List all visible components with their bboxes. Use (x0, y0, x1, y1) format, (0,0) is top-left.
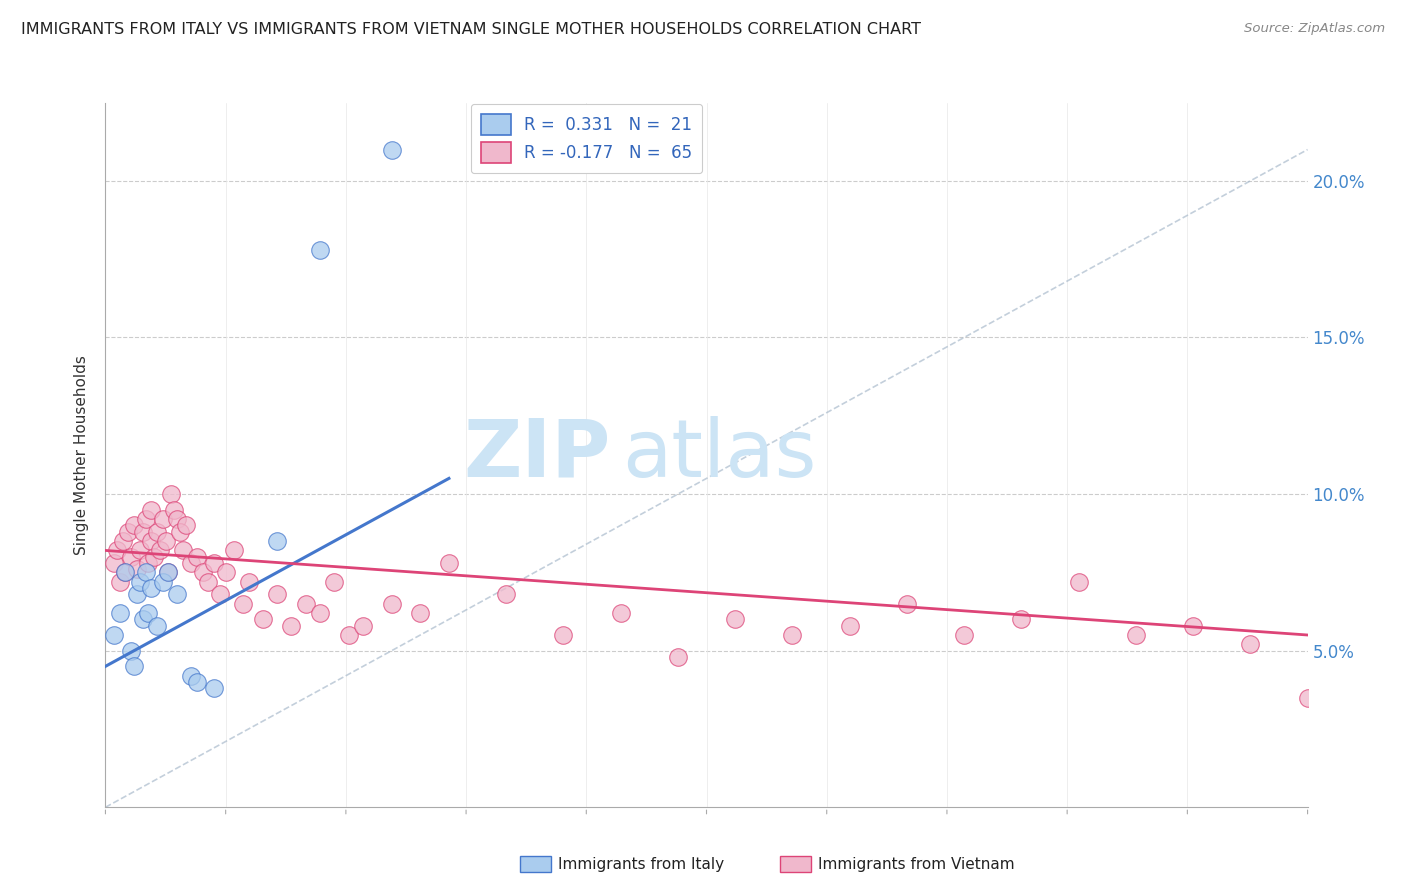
Point (122, 518, 145, 533)
Point (103, 556, 125, 570)
Point (232, 597, 254, 611)
Point (103, 628, 125, 642)
Point (724, 612, 747, 626)
Point (1125, 628, 1147, 642)
Point (135, 566, 157, 580)
Point (120, 549, 142, 564)
Point (352, 618, 374, 632)
Point (108, 574, 131, 589)
Point (174, 518, 197, 533)
Point (202, 681, 225, 696)
Point (143, 549, 166, 564)
Point (141, 502, 163, 516)
Point (108, 606, 131, 620)
Point (157, 566, 180, 580)
Point (105, 543, 128, 558)
Point (309, 243, 332, 257)
Text: atlas: atlas (623, 416, 817, 494)
Point (666, 649, 689, 664)
Point (1239, 637, 1261, 651)
Y-axis label: Single Mother Households: Single Mother Households (75, 355, 90, 555)
Point (125, 587, 148, 601)
Point (381, 143, 404, 157)
Point (266, 534, 288, 549)
Text: Immigrants from Vietnam: Immigrants from Vietnam (818, 857, 1015, 871)
Point (125, 562, 148, 576)
Point (131, 524, 153, 539)
Point (146, 524, 169, 539)
Point (122, 659, 145, 673)
Point (495, 587, 517, 601)
Point (152, 574, 174, 589)
Point (782, 628, 804, 642)
Point (295, 597, 318, 611)
Point (160, 487, 183, 501)
Point (197, 574, 219, 589)
Point (138, 606, 160, 620)
Point (114, 566, 136, 580)
Point (169, 524, 191, 539)
Point (381, 597, 404, 611)
Point (128, 543, 150, 558)
Point (238, 574, 260, 589)
Point (323, 574, 346, 589)
Point (409, 606, 432, 620)
Point (224, 543, 246, 558)
Point (202, 556, 225, 570)
Point (953, 628, 976, 642)
Point (337, 628, 360, 642)
Point (186, 675, 208, 690)
Point (172, 543, 194, 558)
Point (180, 669, 202, 683)
Point (191, 566, 214, 580)
Point (1354, 587, 1376, 601)
Point (114, 566, 136, 580)
Text: IMMIGRANTS FROM ITALY VS IMMIGRANTS FROM VIETNAM SINGLE MOTHER HOUSEHOLDS CORREL: IMMIGRANTS FROM ITALY VS IMMIGRANTS FROM… (21, 22, 921, 37)
Point (120, 643, 142, 657)
Point (609, 606, 631, 620)
Point (163, 502, 186, 516)
Point (141, 534, 163, 549)
Text: Immigrants from Italy: Immigrants from Italy (558, 857, 724, 871)
Point (166, 587, 188, 601)
Point (146, 618, 169, 632)
Point (1296, 690, 1319, 705)
Point (149, 543, 172, 558)
Point (896, 597, 918, 611)
Point (141, 581, 163, 595)
Point (208, 587, 231, 601)
Point (166, 512, 188, 526)
Point (135, 512, 157, 526)
Point (157, 566, 180, 580)
Text: Source: ZipAtlas.com: Source: ZipAtlas.com (1244, 22, 1385, 36)
Point (138, 556, 160, 570)
Point (1067, 574, 1090, 589)
Point (553, 628, 575, 642)
Text: ZIP: ZIP (463, 416, 610, 494)
Point (111, 534, 134, 549)
Point (1010, 612, 1032, 626)
Point (266, 587, 288, 601)
Point (180, 556, 202, 570)
Point (214, 566, 236, 580)
Point (186, 549, 208, 564)
Point (252, 612, 274, 626)
Legend: R =  0.331   N =  21, R = -0.177   N =  65: R = 0.331 N = 21, R = -0.177 N = 65 (471, 103, 702, 173)
Point (309, 606, 332, 620)
Point (437, 556, 460, 570)
Point (155, 534, 177, 549)
Point (1182, 618, 1205, 632)
Point (128, 574, 150, 589)
Point (117, 524, 139, 539)
Point (131, 612, 153, 626)
Point (838, 618, 860, 632)
Point (152, 512, 174, 526)
Point (280, 618, 302, 632)
